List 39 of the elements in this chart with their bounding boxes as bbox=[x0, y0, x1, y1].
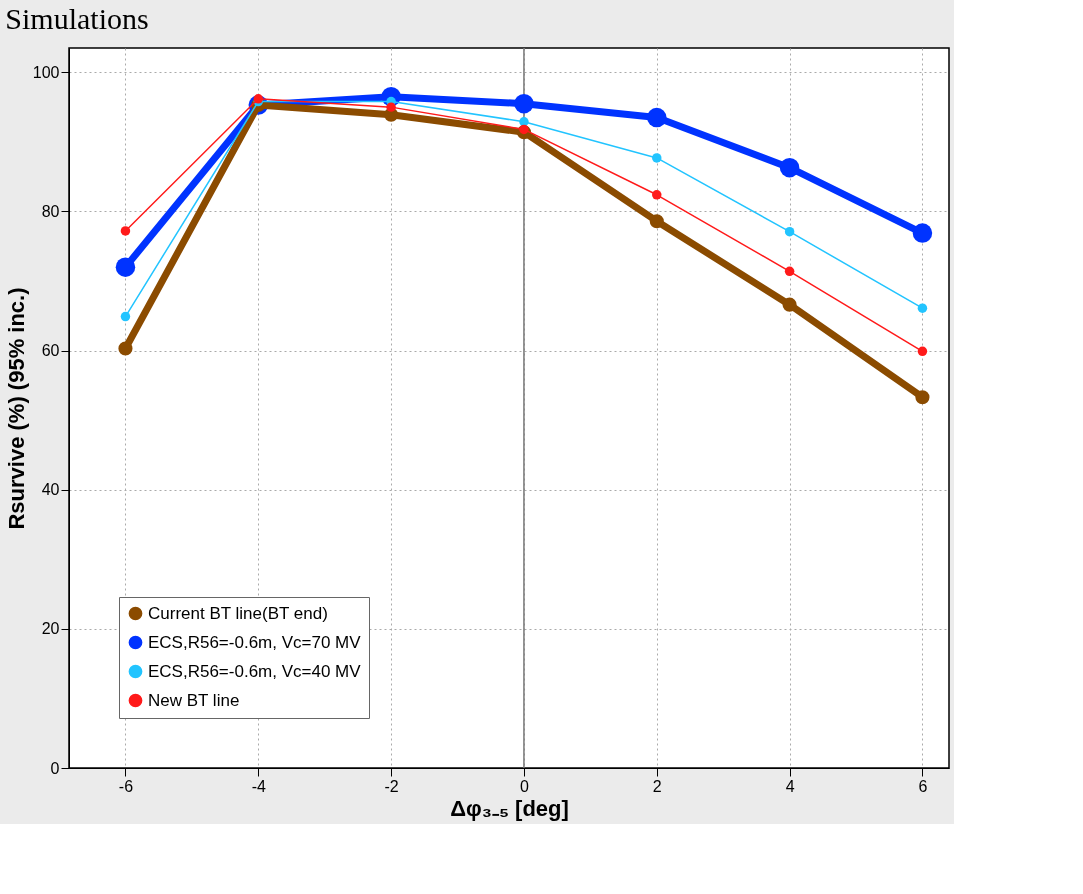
point bbox=[120, 311, 131, 322]
point bbox=[519, 124, 529, 135]
point bbox=[912, 223, 933, 243]
point bbox=[779, 157, 800, 178]
point bbox=[915, 390, 930, 405]
point bbox=[917, 303, 928, 313]
x-tick-label: -6 bbox=[118, 777, 134, 795]
x-tick-label: 4 bbox=[785, 777, 795, 795]
y-axis-title: Rsurvive (%) (95% inc.) bbox=[3, 287, 29, 530]
point bbox=[917, 346, 928, 357]
point bbox=[652, 153, 662, 163]
x-tick-label: 0 bbox=[519, 777, 529, 795]
x-axis-title: Δφ₃₋₅ [deg] bbox=[450, 795, 569, 821]
x-tick-label: -2 bbox=[384, 777, 399, 795]
x-tick-label: 2 bbox=[652, 777, 662, 795]
y-tick-label: 0 bbox=[50, 759, 60, 777]
x-tick-label: -4 bbox=[251, 777, 266, 795]
point bbox=[649, 214, 664, 229]
x-tick-label: 6 bbox=[918, 777, 928, 795]
legend-label: New BT line bbox=[148, 690, 240, 710]
point bbox=[652, 190, 662, 200]
y-tick-label: 100 bbox=[32, 63, 60, 81]
point bbox=[115, 257, 136, 277]
y-tick-label: 20 bbox=[41, 620, 60, 638]
point bbox=[647, 107, 667, 128]
legend-label: ECS,R56=-0.6m, Vc=40 MV bbox=[148, 661, 362, 681]
chart-title: Simulations bbox=[5, 2, 149, 36]
point bbox=[782, 297, 797, 312]
legend-label: ECS,R56=-0.6m, Vc=70 MV bbox=[148, 632, 362, 652]
y-tick-label: 80 bbox=[41, 202, 60, 220]
point bbox=[784, 226, 795, 237]
point bbox=[118, 341, 133, 356]
point bbox=[120, 226, 131, 236]
point bbox=[386, 102, 396, 112]
y-tick-label: 60 bbox=[41, 342, 60, 360]
point bbox=[784, 266, 795, 277]
point bbox=[514, 93, 534, 114]
y-tick-label: 40 bbox=[41, 481, 60, 499]
legend-label: Current BT line(BT end) bbox=[148, 603, 328, 623]
